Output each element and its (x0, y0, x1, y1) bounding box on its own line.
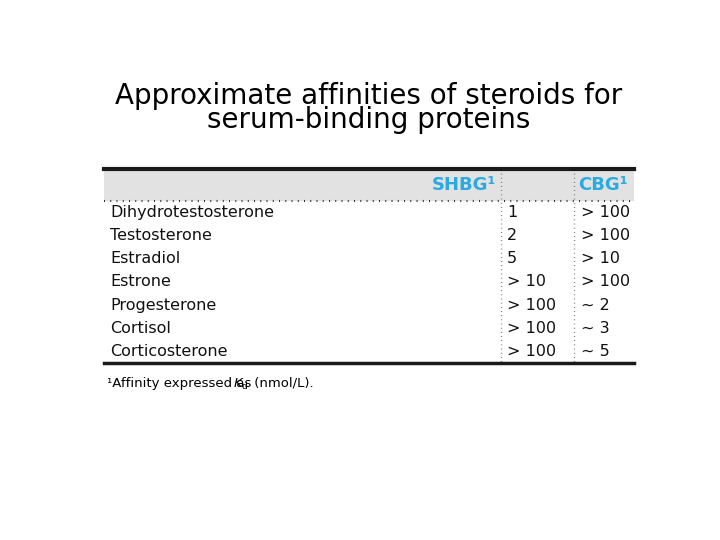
Text: 5: 5 (507, 251, 517, 266)
Text: ~ 5: ~ 5 (580, 344, 609, 359)
Text: Estrone: Estrone (110, 274, 171, 289)
Text: $K_\mathrm{d}$: $K_\mathrm{d}$ (233, 377, 248, 392)
Text: > 100: > 100 (507, 321, 556, 336)
Text: serum-binding proteins: serum-binding proteins (207, 106, 531, 134)
Text: Dihydrotestosterone: Dihydrotestosterone (110, 205, 274, 220)
Text: 1: 1 (507, 205, 517, 220)
Text: ~ 3: ~ 3 (580, 321, 609, 336)
Text: > 100: > 100 (580, 274, 630, 289)
Text: Cortisol: Cortisol (110, 321, 171, 336)
Text: Testosterone: Testosterone (110, 228, 212, 243)
Text: ¹Affinity expressed as: ¹Affinity expressed as (107, 377, 256, 390)
Bar (104, 168, 634, 201)
Text: > 100: > 100 (580, 205, 630, 220)
Text: SHBG¹: SHBG¹ (432, 176, 496, 194)
Text: > 100: > 100 (580, 228, 630, 243)
Text: Progesterone: Progesterone (110, 298, 217, 313)
Text: CBG¹: CBG¹ (578, 176, 628, 194)
Text: > 10: > 10 (507, 274, 546, 289)
Text: (nmol/L).: (nmol/L). (250, 377, 313, 390)
Text: Corticosterone: Corticosterone (110, 344, 228, 359)
Text: Approximate affinities of steroids for: Approximate affinities of steroids for (115, 82, 623, 110)
Text: ~ 2: ~ 2 (580, 298, 609, 313)
Text: > 100: > 100 (507, 298, 556, 313)
Text: Estradiol: Estradiol (110, 251, 181, 266)
Text: 2: 2 (507, 228, 517, 243)
Text: > 10: > 10 (580, 251, 620, 266)
Text: > 100: > 100 (507, 344, 556, 359)
